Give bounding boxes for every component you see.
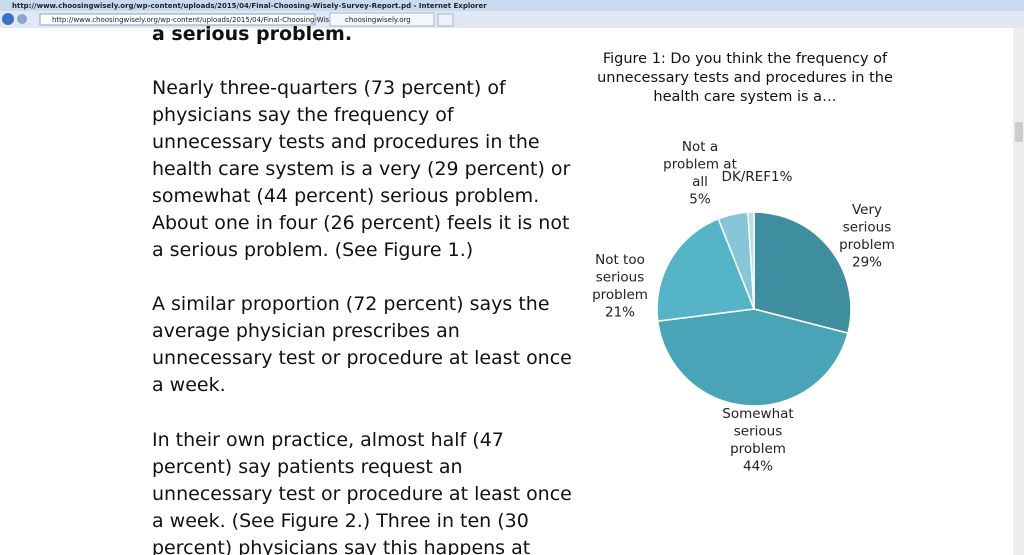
pie-slice bbox=[656, 308, 849, 407]
paragraph-line: A similar proportion (72 percent) says t… bbox=[152, 293, 550, 315]
title-bar bbox=[0, 0, 1024, 11]
paragraph-line: somewhat (44 percent) serious problem. bbox=[152, 185, 539, 207]
slice-value: 44% bbox=[743, 459, 773, 475]
pie-slice bbox=[753, 211, 852, 335]
paragraph-line: In their own practice, almost half (47 bbox=[152, 429, 504, 451]
heading-tail: a serious problem. bbox=[152, 23, 352, 45]
tab-title: choosingwisely.org bbox=[345, 16, 411, 24]
pie-slice bbox=[656, 217, 756, 322]
paragraph-line: a week. bbox=[152, 374, 226, 396]
scrollbar[interactable] bbox=[1013, 28, 1024, 555]
paragraph-line: unnecessary test or procedure at least o… bbox=[152, 347, 572, 369]
chart-title: Figure 1: Do you think the frequency of u… bbox=[597, 51, 893, 105]
paragraph-line: unnecessary tests and procedures in the bbox=[152, 131, 540, 153]
paragraph-line: percent) physicians say this happens at bbox=[152, 537, 530, 555]
url: http://www.choosingwisely.org/wp-content… bbox=[52, 16, 374, 24]
paragraph-line: average physician prescribes an bbox=[152, 320, 460, 342]
slice-label-part: DK/REF bbox=[722, 169, 771, 185]
window-title: http://www.choosingwisely.org/wp-content… bbox=[12, 2, 487, 10]
slice-value: 5% bbox=[689, 192, 711, 208]
paragraph-line: a serious problem. (See Figure 1.) bbox=[152, 239, 473, 261]
slice-value: 21% bbox=[605, 305, 635, 321]
paragraph-line: Nearly three-quarters (73 percent) of bbox=[152, 77, 507, 99]
slice-label: Not a problem at all bbox=[663, 139, 737, 190]
slice-label-part: 1% bbox=[771, 169, 793, 185]
slice-label: Very serious problem bbox=[839, 202, 895, 253]
paragraph-line: physicians say the frequency of bbox=[152, 104, 455, 126]
pie-slice bbox=[747, 211, 755, 310]
new-tab[interactable] bbox=[437, 13, 454, 27]
paragraph-line: About one in four (26 percent) feels it … bbox=[152, 212, 569, 234]
slice-value: 29% bbox=[852, 255, 882, 271]
slice-label: Somewhat serious problem bbox=[722, 406, 793, 457]
paragraph-line: unnecessary test or procedure at least o… bbox=[152, 483, 572, 505]
paragraph-line: a week. (See Figure 2.) Three in ten (30 bbox=[152, 510, 529, 532]
forward-button[interactable] bbox=[17, 14, 27, 24]
address-bar[interactable] bbox=[39, 13, 316, 26]
slice-label: Not too serious problem bbox=[592, 252, 648, 303]
back-button[interactable] bbox=[2, 13, 14, 25]
paragraph-line: health care system is a very (29 percent… bbox=[152, 158, 571, 180]
slice-label: DK/REF1% bbox=[722, 169, 793, 185]
paragraph-line: percent) say patients request an bbox=[152, 456, 463, 478]
scroll-thumb[interactable] bbox=[1015, 122, 1023, 142]
tab[interactable] bbox=[329, 12, 435, 27]
